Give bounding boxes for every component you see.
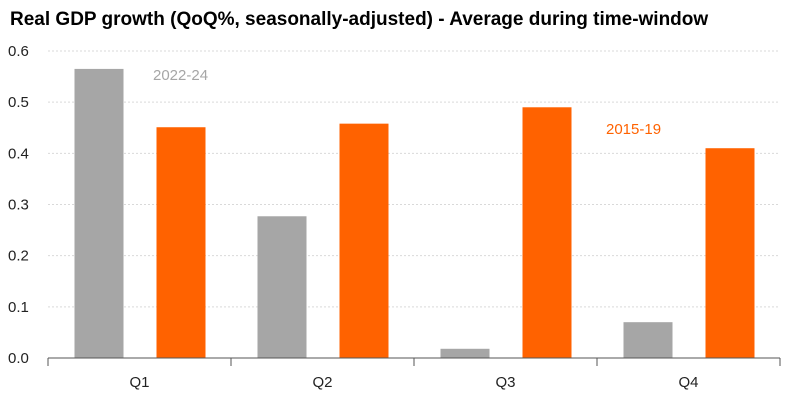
x-axis-ticks: Q1 Q2 Q3 Q4 (129, 374, 698, 391)
y-tick-label: 0.5 (8, 94, 29, 111)
bar-2022-24-Q1 (74, 68, 124, 359)
chart-title: Real GDP growth (QoQ%, seasonally-adjust… (10, 9, 709, 30)
x-tick-label: Q4 (678, 374, 698, 391)
x-tick-label: Q2 (312, 374, 332, 391)
bar-2022-24-Q2 (257, 216, 307, 358)
bar-2015-19-Q3 (522, 107, 572, 359)
x-tick-label: Q3 (495, 374, 515, 391)
bar-2015-19-Q1 (156, 127, 206, 358)
y-tick-label: 0.0 (8, 350, 29, 367)
x-tick-label: Q1 (129, 374, 149, 391)
y-tick-label: 0.6 (8, 43, 29, 60)
bar-2022-24-Q4 (623, 322, 673, 358)
x-axis (47, 357, 781, 366)
y-axis-ticks: 0.0 0.1 0.2 0.3 0.4 0.5 0.6 (8, 43, 29, 367)
bar-2022-24-Q3 (440, 348, 490, 358)
bar-2015-19-Q4 (705, 148, 755, 358)
y-tick-label: 0.2 (8, 248, 29, 265)
bars (74, 68, 755, 359)
series-labels: 2022-24 2015-19 (153, 67, 661, 138)
y-tick-label: 0.4 (8, 145, 29, 162)
y-tick-label: 0.3 (8, 197, 29, 214)
series-label-2022-24: 2022-24 (153, 67, 208, 84)
series-label-2015-19: 2015-19 (606, 121, 661, 138)
gridlines (48, 50, 780, 308)
y-tick-label: 0.1 (8, 299, 29, 316)
bar-2015-19-Q2 (339, 123, 389, 358)
